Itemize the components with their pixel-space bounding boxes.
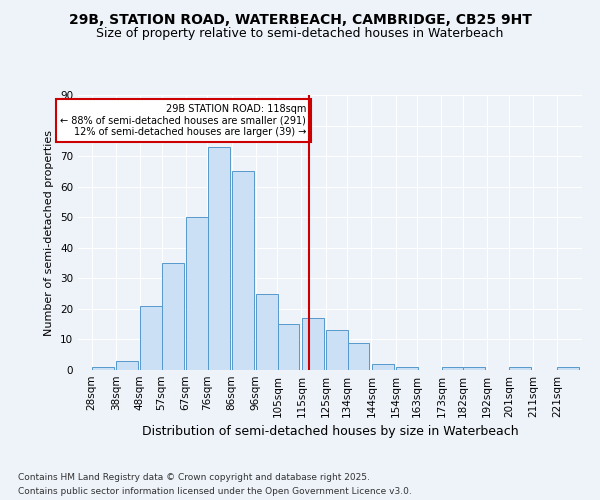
Bar	[140, 306, 162, 370]
Text: Contains HM Land Registry data © Crown copyright and database right 2025.: Contains HM Land Registry data © Crown c…	[18, 472, 370, 482]
Y-axis label: Number of semi-detached properties: Number of semi-detached properties	[44, 130, 55, 336]
Bar	[208, 147, 230, 370]
Bar	[162, 263, 184, 370]
Bar	[278, 324, 299, 370]
Bar	[463, 367, 485, 370]
Bar	[232, 172, 254, 370]
Bar	[186, 217, 208, 370]
Text: Size of property relative to semi-detached houses in Waterbeach: Size of property relative to semi-detach…	[97, 28, 503, 40]
Text: 29B, STATION ROAD, WATERBEACH, CAMBRIDGE, CB25 9HT: 29B, STATION ROAD, WATERBEACH, CAMBRIDGE…	[68, 12, 532, 26]
Bar	[509, 367, 531, 370]
Bar	[557, 367, 579, 370]
Bar	[116, 361, 138, 370]
Bar	[396, 367, 418, 370]
Bar	[92, 367, 114, 370]
Bar	[256, 294, 278, 370]
Text: 29B STATION ROAD: 118sqm
← 88% of semi-detached houses are smaller (291)
12% of : 29B STATION ROAD: 118sqm ← 88% of semi-d…	[61, 104, 307, 138]
Text: Contains public sector information licensed under the Open Government Licence v3: Contains public sector information licen…	[18, 488, 412, 496]
X-axis label: Distribution of semi-detached houses by size in Waterbeach: Distribution of semi-detached houses by …	[142, 426, 518, 438]
Bar	[372, 364, 394, 370]
Bar	[347, 342, 370, 370]
Bar	[326, 330, 347, 370]
Bar	[442, 367, 463, 370]
Bar	[302, 318, 323, 370]
